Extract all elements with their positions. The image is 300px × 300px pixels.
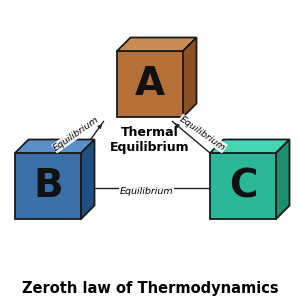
Text: A: A [135, 65, 165, 103]
Text: Zeroth law of Thermodynamics: Zeroth law of Thermodynamics [22, 280, 278, 296]
Text: Thermal
Equilibrium: Thermal Equilibrium [110, 125, 190, 154]
Text: Equilibrium: Equilibrium [178, 114, 227, 153]
Polygon shape [210, 140, 290, 153]
Polygon shape [15, 140, 94, 153]
Polygon shape [117, 38, 196, 51]
Polygon shape [183, 38, 196, 117]
Polygon shape [210, 153, 276, 219]
Text: Equilibrium: Equilibrium [120, 188, 173, 196]
Polygon shape [117, 51, 183, 117]
Text: B: B [33, 167, 63, 205]
Polygon shape [15, 153, 81, 219]
Polygon shape [276, 140, 290, 219]
Text: Equilibrium: Equilibrium [52, 114, 101, 153]
Polygon shape [81, 140, 94, 219]
Text: C: C [229, 167, 257, 205]
